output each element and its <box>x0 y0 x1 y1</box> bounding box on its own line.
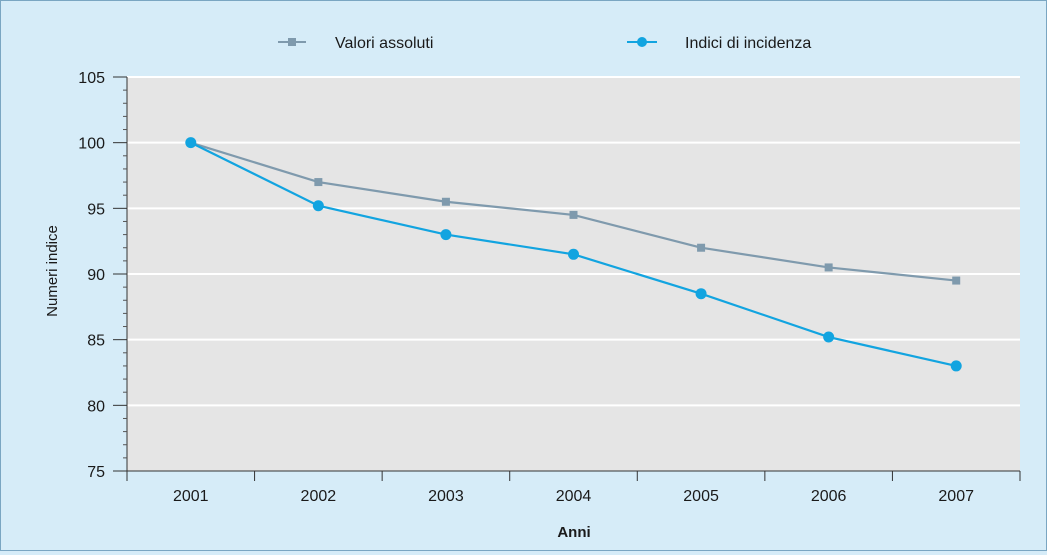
x-tick-label: 2004 <box>556 488 592 505</box>
axes <box>113 76 1021 481</box>
x-axis-label: Anni <box>557 524 590 541</box>
y-tick-label: 90 <box>87 267 105 284</box>
data-point-circle <box>568 248 579 260</box>
x-tick-label: 2007 <box>938 488 974 505</box>
gridlines <box>127 76 1020 407</box>
y-tick-label: 85 <box>87 333 105 350</box>
y-axis-label: Numeri indice <box>44 225 61 317</box>
y-tick-label: 75 <box>87 464 105 481</box>
x-tick-label: 2005 <box>683 488 719 505</box>
x-tick-label: 2002 <box>301 488 337 505</box>
legend-label-indici-di-incidenza: Indici di incidenza <box>685 35 811 52</box>
legend-label-valori-assoluti: Valori assoluti <box>335 35 433 52</box>
data-point-square <box>314 178 323 187</box>
y-tick-label: 95 <box>87 201 105 218</box>
y-tick-label: 105 <box>78 70 105 87</box>
legend-item-indici-di-incidenza: Indici di incidenza <box>627 35 811 52</box>
y-tick-label: 100 <box>78 136 105 153</box>
x-tick-label: 2001 <box>173 488 209 505</box>
legend: Valori assoluti Indici di incidenza <box>278 35 811 52</box>
series-lines <box>185 137 962 372</box>
series-indici-di-incidenza <box>185 137 962 372</box>
data-point-circle <box>823 331 835 343</box>
x-tick-labels: 2001 2002 2003 2004 2005 2006 2007 <box>173 488 974 505</box>
y-tick-label: 80 <box>87 398 105 415</box>
x-tick-label: 2006 <box>811 488 847 505</box>
legend-marker-circle <box>637 37 647 47</box>
x-tick-label: 2003 <box>428 488 464 505</box>
data-point-circle <box>312 200 324 212</box>
data-point-circle <box>950 360 962 372</box>
data-point-circle <box>185 137 197 149</box>
legend-item-valori-assoluti: Valori assoluti <box>278 35 433 52</box>
y-tick-labels: 75 80 85 90 95 100 105 <box>78 70 105 481</box>
data-point-square <box>824 263 833 272</box>
data-point-square <box>441 197 450 206</box>
legend-marker-square <box>288 38 296 46</box>
data-point-circle <box>440 229 452 241</box>
data-point-circle <box>695 288 707 300</box>
data-point-square <box>952 276 961 285</box>
data-point-square <box>569 210 578 219</box>
data-point-square <box>697 243 706 252</box>
